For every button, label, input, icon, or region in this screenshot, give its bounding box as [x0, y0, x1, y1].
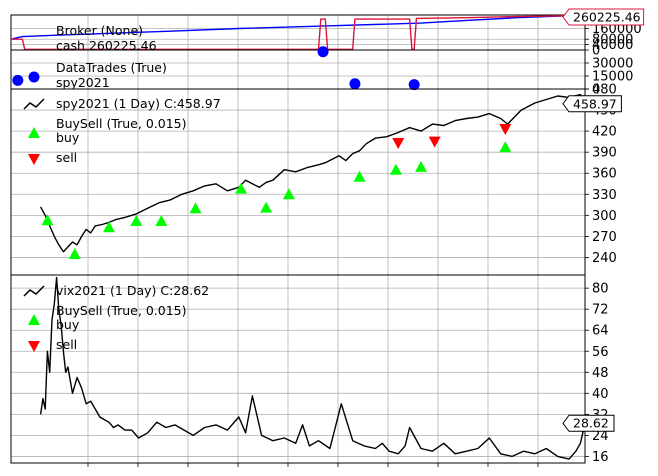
legend-label: DataTrades (True) [56, 60, 167, 75]
last-value-tag: 28.62 [562, 414, 615, 432]
legend-label: buy [56, 317, 80, 332]
buy-marker [415, 160, 427, 172]
y-tick-label: 24 [592, 429, 609, 444]
legend-label: spy2021 [56, 75, 110, 90]
panel-spy2021: 240270300330360390420450480spy2021 (1 Da… [10, 83, 622, 276]
sell-marker [428, 136, 441, 148]
buy-marker [102, 221, 115, 233]
legend-line-icon [23, 285, 45, 297]
y-tick-label: 56 [592, 345, 609, 360]
trade-point [12, 74, 24, 86]
last-value-tag: 458.97 [562, 95, 622, 113]
legend-label: Broker (None) [56, 23, 143, 38]
trade-point [408, 79, 420, 91]
y-tick-label: 40 [592, 387, 609, 402]
legend-label: cash 260225.46 [56, 38, 157, 53]
buy-marker [260, 201, 273, 213]
buy-marker [389, 163, 402, 175]
y-tick-label: 300 [592, 209, 617, 224]
series-line [39, 93, 586, 253]
legend-line-icon [23, 98, 45, 110]
legend-label: buy [56, 130, 80, 145]
y-tick-label: 330 [592, 188, 617, 203]
y-tick-label: 390 [592, 146, 617, 161]
buy-marker [235, 182, 248, 194]
buy-marker [130, 214, 143, 226]
series-line [11, 14, 586, 50]
last-value-box [562, 8, 645, 26]
legend-sell-icon [28, 154, 40, 165]
y-tick-label: 72 [592, 303, 609, 318]
y-tick-label: 64 [592, 324, 609, 339]
legend: DataTrades (True)spy2021 [28, 60, 167, 90]
y-tick-label: 0 [592, 83, 600, 98]
y-tick-label: 480 [592, 83, 617, 98]
series-line [39, 276, 586, 460]
buy-marker [282, 188, 295, 200]
y-tick-label: 420 [592, 125, 617, 140]
y-tick-label: 360 [592, 167, 617, 182]
trade-point [317, 46, 329, 58]
sell-marker [392, 138, 405, 150]
y-tick-label: 270 [592, 230, 617, 245]
last-value-text: 28.62 [573, 416, 609, 431]
series-line [10, 14, 586, 40]
buy-marker [155, 214, 168, 226]
buy-marker [189, 202, 202, 214]
y-tick-label: 80000 [592, 33, 633, 48]
legend-marker-dot [28, 71, 40, 83]
legend-label: BuySell (True, 0.015) [56, 116, 186, 131]
y-tick-label: 80 [592, 282, 609, 297]
buy-marker [353, 170, 366, 182]
last-value-box [562, 95, 622, 113]
buy-marker [499, 141, 512, 153]
last-value-tag: 260225.46 [562, 8, 645, 26]
last-value-text: 260225.46 [573, 10, 641, 25]
trade-point [349, 78, 361, 90]
legend-sell-icon [28, 341, 40, 352]
legend: Broker (None)cash 260225.46 [56, 23, 157, 53]
sell-marker [499, 124, 512, 136]
y-tick-label: 15000 [592, 70, 633, 85]
y-tick-label: 160000 [592, 22, 642, 37]
panel-vix2021: 162432404856647280vix2021 (1 Day) C:28.6… [10, 274, 615, 465]
legend-label: sell [56, 337, 77, 352]
last-value-box [562, 414, 615, 432]
y-tick-label: 0 [592, 44, 600, 59]
legend-buy-icon [28, 314, 40, 325]
legend-label: BuySell (True, 0.015) [56, 303, 186, 318]
legend-buy-icon [28, 127, 40, 138]
legend: vix2021 (1 Day) C:28.62 BuySell (True, 0.… [23, 283, 209, 352]
buy-marker [68, 247, 81, 259]
last-value-text: 458.97 [573, 96, 617, 111]
legend-label: spy2021 (1 Day) C:458.97 [56, 96, 221, 111]
panel-frame [10, 274, 586, 464]
y-tick-label: 30000 [592, 57, 633, 72]
y-tick-label: 16 [592, 450, 609, 465]
legend: spy2021 (1 Day) C:458.97 BuySell (True, 0… [23, 96, 221, 165]
y-tick-label: 48 [592, 366, 609, 381]
legend-label: vix2021 (1 Day) C:28.62 [56, 283, 209, 298]
legend-label: sell [56, 150, 77, 165]
y-tick-label: 40000 [592, 38, 633, 53]
y-tick-label: 240 [592, 251, 617, 266]
buy-marker [41, 214, 54, 226]
